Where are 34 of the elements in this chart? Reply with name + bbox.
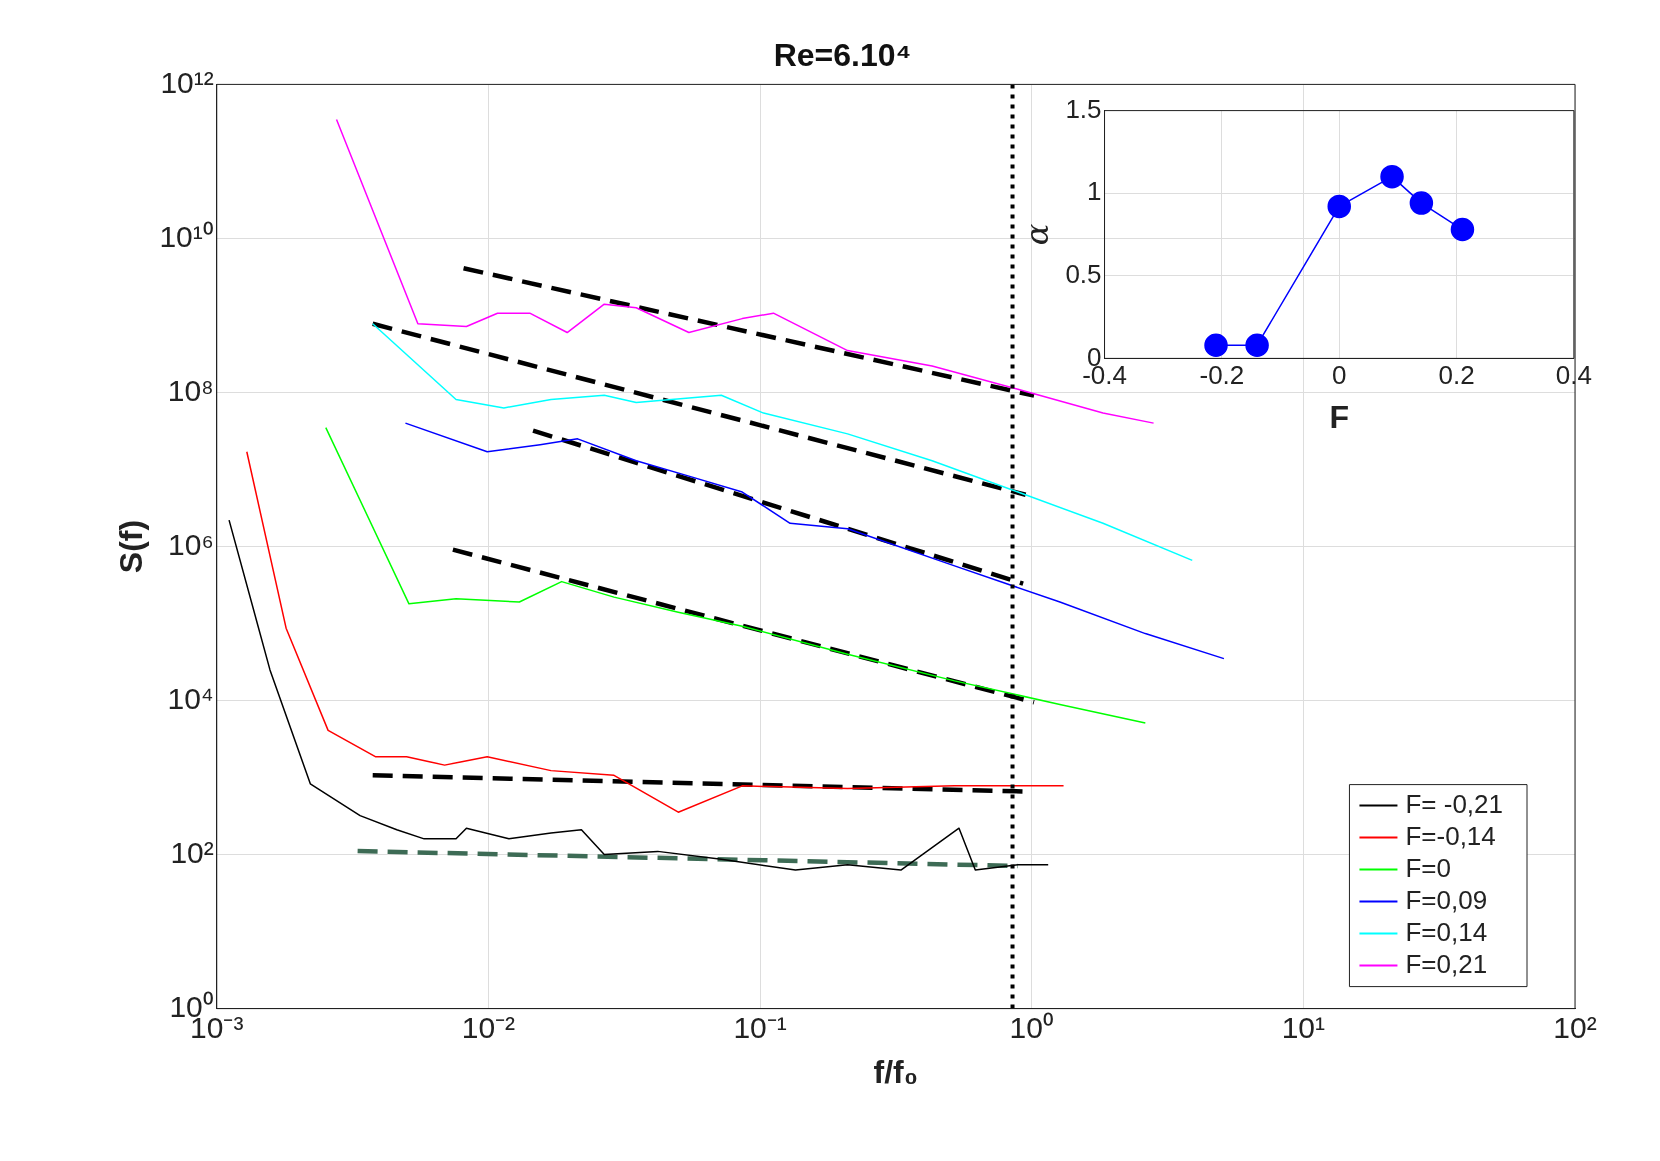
point [1204, 333, 1228, 357]
y-tick-label: 10⁴ [167, 681, 214, 715]
y-tick-label: 10¹⁰ [159, 219, 214, 253]
point [1245, 333, 1269, 357]
x-tick-label: 10² [1553, 1010, 1597, 1044]
y-axis-title: α [1017, 223, 1056, 246]
x-axis-title: F [1329, 398, 1350, 435]
chart-title: Re=6.10⁴ [773, 37, 912, 74]
point [1327, 194, 1351, 219]
legend-label: F=0 [1405, 852, 1451, 883]
y-tick-label: 0.5 [1065, 258, 1102, 289]
point [1409, 191, 1434, 215]
y-tick-label: 1 [1087, 176, 1102, 207]
x-tick-label: 10⁻² [461, 1010, 516, 1044]
y-tick-label: 10² [170, 835, 214, 869]
legend-label: F=-0,14 [1405, 820, 1496, 851]
y-tick-label: 10⁸ [167, 373, 214, 407]
legend-label: F= -0,21 [1405, 788, 1504, 819]
y-axis-title: S(f) [113, 519, 150, 574]
x-tick-label: -0.2 [1199, 360, 1245, 391]
point [1380, 164, 1404, 189]
x-tick-label: 10⁻¹ [733, 1010, 787, 1044]
x-tick-label: 0 [1332, 360, 1347, 391]
point [1450, 217, 1475, 242]
y-tick-label: 1.5 [1065, 93, 1102, 124]
legend-label: F=0,14 [1405, 916, 1488, 947]
x-axis-title: f/f₀ [873, 1053, 919, 1090]
x-tick-label: 10⁰ [1009, 1010, 1054, 1044]
legend-label: F=0,09 [1405, 884, 1488, 915]
legend-label: F=0,21 [1405, 948, 1488, 979]
y-tick-label: 10¹² [160, 65, 214, 99]
x-tick-label: 10¹ [1281, 1010, 1326, 1044]
x-tick-label: 0.2 [1438, 360, 1475, 391]
y-tick-label: 10⁶ [168, 527, 214, 561]
